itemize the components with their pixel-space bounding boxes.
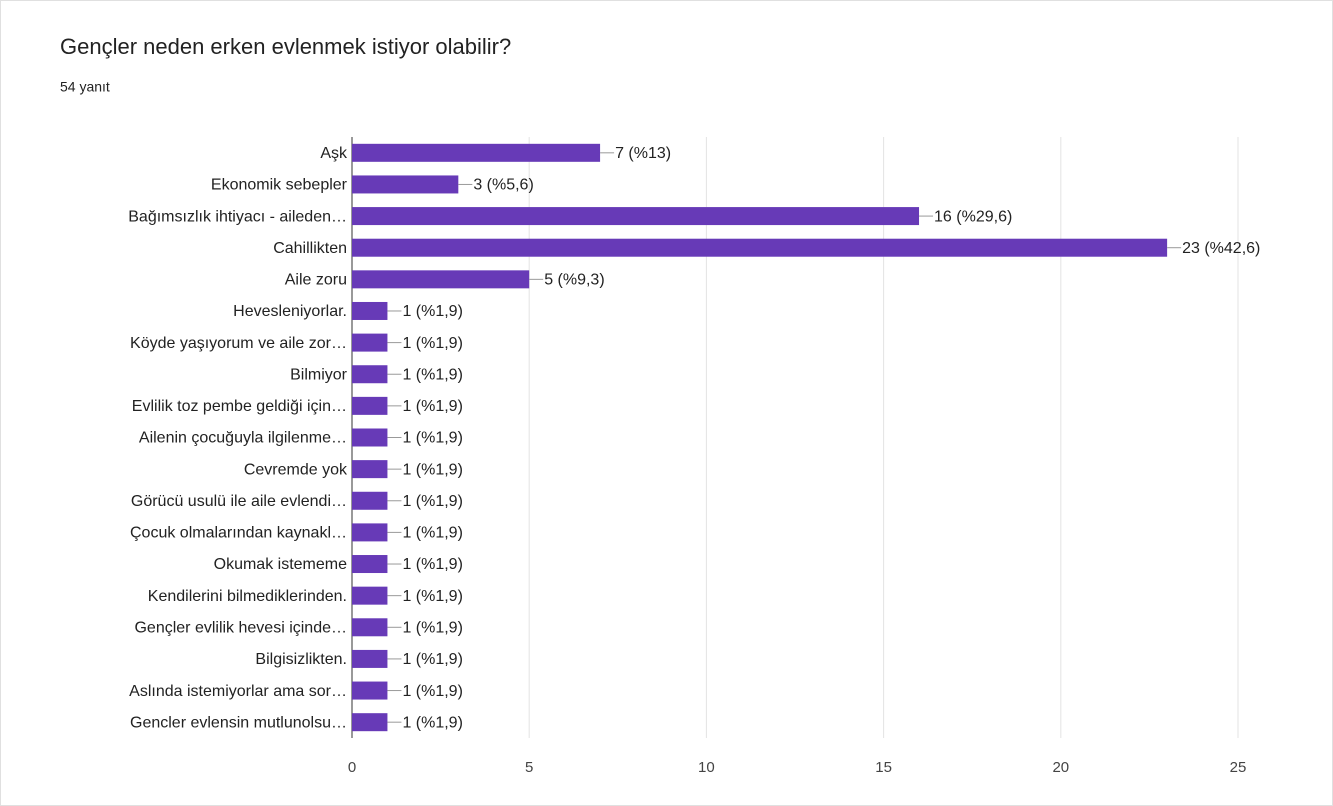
bar	[352, 301, 388, 320]
value-label: 16 (%29,6)	[934, 208, 1012, 225]
y-tick-label: Çocuk olmalarından kaynakl…	[130, 525, 347, 542]
value-label: 23 (%42,6)	[1182, 240, 1260, 257]
value-label: 1 (%1,9)	[402, 588, 462, 605]
x-tick-label: 10	[698, 759, 715, 776]
y-tick-label: Gencler evlensin mutlunolsu…	[130, 714, 347, 731]
value-label: 1 (%1,9)	[402, 430, 462, 447]
x-tick-label: 25	[1230, 759, 1247, 776]
y-tick-label: Evlilik toz pembe geldiği için…	[132, 398, 347, 415]
y-tick-label: Aslında istemiyorlar ama sor…	[129, 683, 347, 700]
bar	[352, 365, 388, 384]
chart-title: Gençler neden erken evlenmek istiyor ola…	[60, 34, 511, 59]
x-tick-label: 20	[1052, 759, 1069, 776]
bar	[352, 460, 388, 479]
value-label: 1 (%1,9)	[402, 493, 462, 510]
bar	[352, 143, 601, 162]
bar	[352, 491, 388, 510]
bar	[352, 681, 388, 700]
y-tick-label: Köyde yaşıyorum ve aile zor…	[130, 335, 347, 352]
value-label: 1 (%1,9)	[402, 683, 462, 700]
y-tick-label: Bağımsızlık ihtiyacı - aileden…	[128, 208, 347, 225]
bar	[352, 523, 388, 542]
bar	[352, 586, 388, 605]
bar	[352, 428, 388, 447]
y-tick-label: Kendilerini bilmediklerinden.	[148, 588, 347, 605]
bar	[352, 713, 388, 732]
bar	[352, 270, 530, 289]
value-label: 1 (%1,9)	[402, 303, 462, 320]
y-tick-label: Gençler evlilik hevesi içinde…	[134, 620, 347, 637]
y-tick-label: Okumak istememe	[214, 556, 347, 573]
value-label: 1 (%1,9)	[402, 525, 462, 542]
bar	[352, 618, 388, 637]
x-tick-label: 0	[348, 759, 356, 776]
bar	[352, 207, 920, 226]
y-tick-label: Aile zoru	[285, 272, 347, 289]
y-tick-label: Ailenin çocuğuyla ilgilenme…	[139, 430, 347, 447]
bar	[352, 175, 459, 194]
value-label: 5 (%9,3)	[544, 272, 604, 289]
value-label: 1 (%1,9)	[402, 335, 462, 352]
y-tick-label: Aşk	[320, 145, 348, 162]
x-tick-label: 5	[525, 759, 533, 776]
y-tick-label: Ekonomik sebepler	[211, 177, 348, 194]
value-label: 1 (%1,9)	[402, 651, 462, 668]
value-label: 3 (%5,6)	[473, 177, 533, 194]
value-label: 1 (%1,9)	[402, 398, 462, 415]
y-tick-label: Cevremde yok	[244, 461, 348, 478]
y-tick-label: Bilgisizlikten.	[255, 651, 347, 668]
bar	[352, 238, 1168, 257]
bar	[352, 333, 388, 352]
value-label: 1 (%1,9)	[402, 620, 462, 637]
value-label: 1 (%1,9)	[402, 556, 462, 573]
bar	[352, 555, 388, 574]
value-label: 1 (%1,9)	[402, 461, 462, 478]
y-tick-label: Görücü usulü ile aile evlendi…	[131, 493, 347, 510]
value-label: 1 (%1,9)	[402, 714, 462, 731]
y-tick-label: Hevesleniyorlar.	[233, 303, 347, 320]
value-label: 7 (%13)	[615, 145, 671, 162]
value-label: 1 (%1,9)	[402, 366, 462, 383]
y-tick-label: Bilmiyor	[290, 366, 348, 383]
x-tick-label: 15	[875, 759, 892, 776]
chart-subtitle: 54 yanıt	[60, 79, 110, 95]
bar	[352, 396, 388, 415]
bar	[352, 649, 388, 668]
y-tick-label: Cahillikten	[273, 240, 347, 257]
